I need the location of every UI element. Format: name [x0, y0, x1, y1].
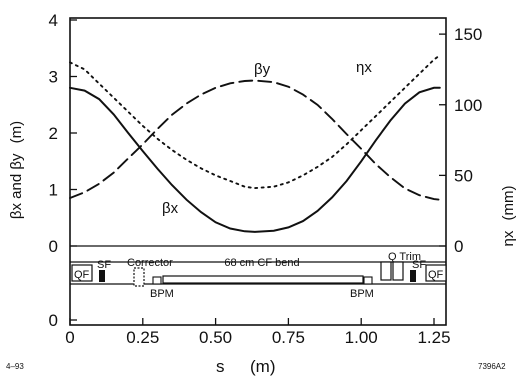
qf-left-label: QF: [74, 269, 90, 281]
x-axis-label: s: [216, 357, 225, 376]
right-tick-label: 150: [454, 25, 482, 44]
qtrim-label: Q Trim: [388, 251, 421, 263]
curves: [69, 54, 441, 233]
left-tick-label: 0: [49, 311, 58, 330]
right-tick-label: 100: [454, 96, 482, 115]
sf-left-magnet: [99, 270, 105, 282]
bpm-right-label: BPM: [350, 288, 374, 300]
series-label-beta-y: βy: [254, 61, 271, 78]
corrector-label: Corrector: [127, 257, 173, 269]
x-tick-label: 0.75: [272, 328, 305, 347]
left-tick-label: 2: [49, 124, 58, 143]
series-line-2: [69, 54, 441, 190]
bend-magnet: [162, 275, 364, 284]
bpm-left-box: [152, 276, 162, 285]
series-line-0: [69, 86, 441, 233]
left-tick-label: 4: [49, 11, 58, 30]
footer-code: 7396A2: [478, 362, 506, 371]
series-line-1: [69, 79, 441, 201]
sf-left-label: SF: [97, 259, 111, 271]
qtrim-magnet: [380, 261, 392, 281]
left-axis-label-text: βx and βy: [8, 153, 25, 219]
footer-date: 4–93: [6, 362, 24, 371]
series-label-beta-x: βx: [162, 200, 179, 217]
left-axis-label: βx and βy (m): [8, 121, 25, 219]
right-axis-label-unit: (mm): [500, 185, 517, 220]
right-tick-label: 0: [454, 237, 463, 256]
x-tick-label: 1.00: [345, 328, 378, 347]
svg-text:ηx (mm): ηx (mm): [500, 185, 517, 246]
plot-border: [69, 17, 447, 326]
qf-right-magnet: [425, 264, 447, 282]
bend-label: 68 cm CF bend: [224, 257, 299, 269]
bpm-left-label: BPM: [150, 288, 174, 300]
corrector-magnet: [133, 267, 145, 287]
left-tick-label: 1: [49, 181, 58, 200]
x-tick-label: 0.50: [199, 328, 232, 347]
right-tick-label: 50: [454, 166, 473, 185]
x-tick-label: 0.25: [126, 328, 159, 347]
qtrim-magnet-2: [392, 261, 404, 281]
plot-frame: [69, 17, 447, 326]
x-tick-label: 1.25: [417, 328, 450, 347]
bpm-right-box: [363, 276, 373, 285]
left-tick-label: 0: [49, 237, 58, 256]
sf-right-label: SF: [412, 259, 426, 271]
sf-right-magnet: [410, 270, 416, 282]
qf-left-magnet: [71, 264, 93, 282]
left-tick-label: 3: [49, 68, 58, 87]
series-label-eta-x: ηx: [356, 59, 372, 76]
right-axis-label-text: ηx: [500, 230, 517, 246]
right-axis-label: ηx (mm): [500, 185, 517, 246]
x-axis-unit: (m): [250, 357, 275, 376]
left-axis-label-unit: (m): [8, 121, 25, 144]
svg-text:βx and βy (m): βx and βy (m): [8, 121, 25, 219]
qf-right-label: QF: [428, 269, 444, 281]
x-tick-label: 0: [65, 328, 74, 347]
